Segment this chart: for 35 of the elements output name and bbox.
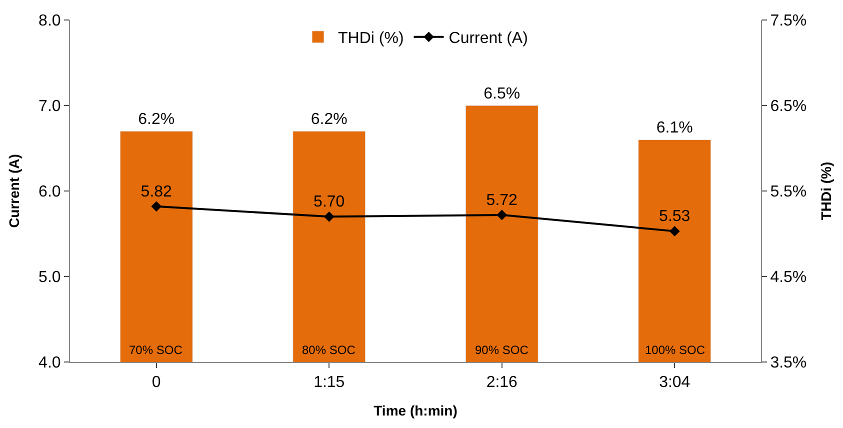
point bbox=[324, 211, 334, 222]
data-label: 5.82 bbox=[140, 183, 172, 200]
point bbox=[496, 210, 508, 220]
y-tick-label: 5.0 bbox=[38, 269, 61, 286]
point bbox=[151, 201, 162, 212]
annotation: 100% SOC bbox=[645, 343, 706, 357]
x-tick-label: 0 bbox=[152, 374, 161, 392]
x-tick-label: 1:15 bbox=[314, 374, 345, 392]
y2-tick-label: 7.5% bbox=[770, 12, 807, 30]
y2-tick-label: 4.5% bbox=[770, 269, 807, 286]
y-tick-label: 8.0 bbox=[38, 12, 61, 30]
point bbox=[669, 226, 680, 236]
annotation: 70% SOC bbox=[129, 343, 183, 357]
legend-label: Current (A) bbox=[448, 30, 528, 48]
data-label: 5.72 bbox=[486, 192, 518, 209]
y2-tick-label: 5.5% bbox=[770, 184, 807, 201]
x-axis-title: Time (h:min) bbox=[374, 402, 458, 418]
data-label: 5.53 bbox=[659, 208, 690, 226]
x-tick-label: 3:04 bbox=[659, 374, 690, 392]
x-tick-label: 2:16 bbox=[486, 374, 518, 392]
y-axis-title: Current (A) bbox=[6, 154, 22, 228]
y-tick-label: 4.0 bbox=[38, 354, 61, 372]
y2-tick-label: 6.5% bbox=[770, 98, 807, 116]
y-tick-label: 6.0 bbox=[38, 184, 61, 201]
data-label: 6.2% bbox=[310, 111, 348, 128]
data-label: 5.70 bbox=[314, 194, 345, 211]
data-label: 6.1% bbox=[656, 120, 693, 137]
data-label: 6.5% bbox=[484, 86, 520, 102]
y-tick-label: 7.0 bbox=[38, 98, 61, 116]
data-label: 6.2% bbox=[138, 111, 175, 128]
annotation: 80% SOC bbox=[302, 343, 356, 357]
y2-tick-label: 3.5% bbox=[770, 354, 807, 372]
y2-axis-title: THDi (%) bbox=[818, 162, 834, 220]
legend-label: THDi (%) bbox=[338, 30, 404, 48]
annotation: 90% SOC bbox=[475, 343, 529, 357]
